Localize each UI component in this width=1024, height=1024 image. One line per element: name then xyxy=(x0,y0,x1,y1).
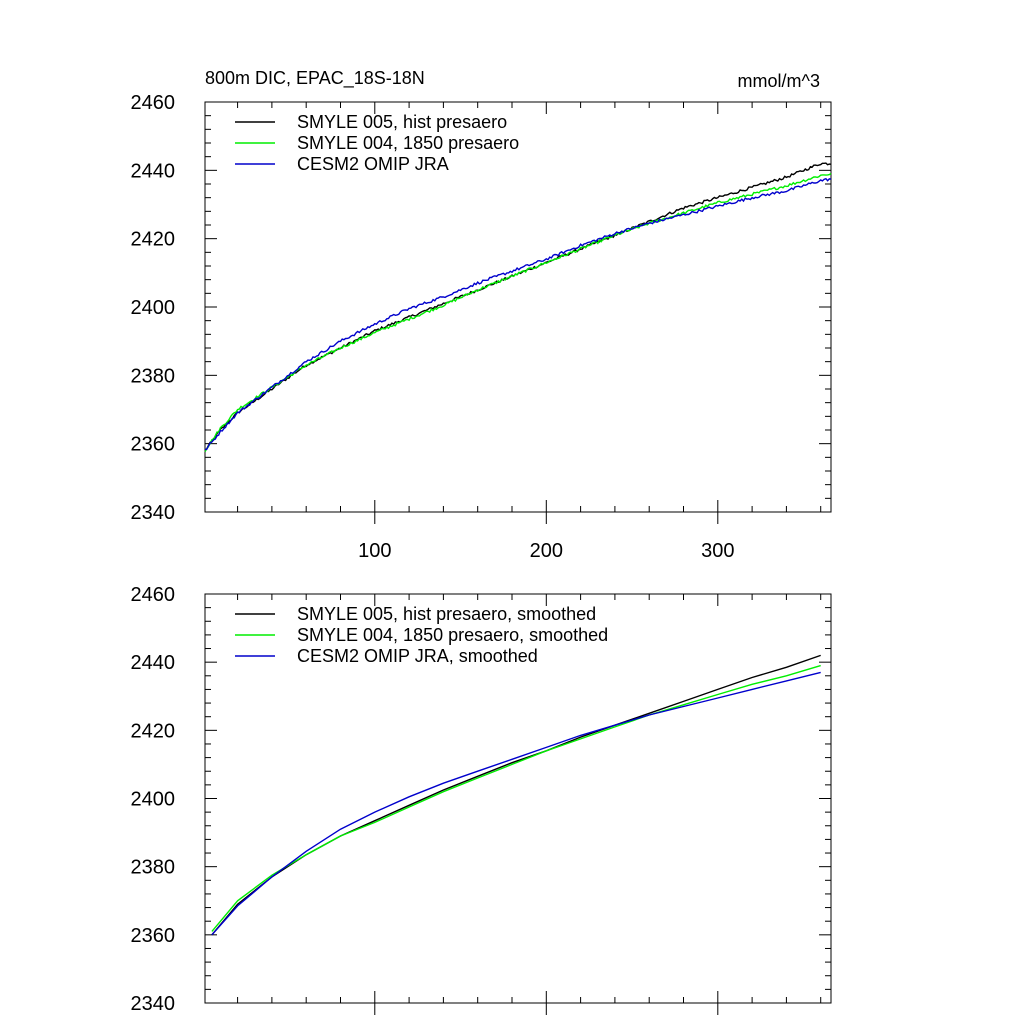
series-line xyxy=(211,664,821,932)
y-tick-label: 2340 xyxy=(131,993,176,1015)
y-tick-label: 2440 xyxy=(131,652,176,674)
y-tick-label: 2400 xyxy=(131,789,176,811)
y-tick-label: 2440 xyxy=(131,160,176,182)
y-tick-label: 2400 xyxy=(131,297,176,319)
y-tick-label: 2360 xyxy=(131,925,176,947)
y-tick-label: 2420 xyxy=(131,229,176,251)
legend-label: CESM2 OMIP JRA, smoothed xyxy=(297,646,538,666)
x-tick-label: 300 xyxy=(701,540,734,562)
y-tick-label: 2340 xyxy=(131,502,176,524)
x-tick-label: 200 xyxy=(530,540,563,562)
series-line xyxy=(204,177,832,451)
series-line xyxy=(204,162,832,451)
y-tick-label: 2460 xyxy=(131,584,176,606)
y-tick-label: 2380 xyxy=(131,365,176,387)
x-tick-label: 100 xyxy=(358,540,391,562)
legend-label: SMYLE 004, 1850 presaero xyxy=(297,133,519,153)
units-label: mmol/m^3 xyxy=(738,71,820,91)
y-tick-label: 2460 xyxy=(131,92,176,114)
series-line xyxy=(204,172,832,452)
legend-label: SMYLE 005, hist presaero xyxy=(297,112,507,132)
panel-top: 800m DIC, EPAC_18S-18N mmol/m^3 2340 2360… xyxy=(131,68,832,562)
y-tick-label: 2360 xyxy=(131,434,176,456)
series-line xyxy=(211,654,821,936)
series-line xyxy=(211,671,821,936)
y-tick-label: 2420 xyxy=(131,720,176,742)
legend-label: CESM2 OMIP JRA xyxy=(297,154,449,174)
legend-label: SMYLE 005, hist presaero, smoothed xyxy=(297,604,596,624)
panel-bottom: 2340 2360 2380 2400 2420 2440 2460 SMYLE 005, h… xyxy=(131,584,832,1015)
legend-label: SMYLE 004, 1850 presaero, smoothed xyxy=(297,625,608,645)
y-tick-label: 2380 xyxy=(131,857,176,879)
chart-title: 800m DIC, EPAC_18S-18N xyxy=(205,68,425,89)
